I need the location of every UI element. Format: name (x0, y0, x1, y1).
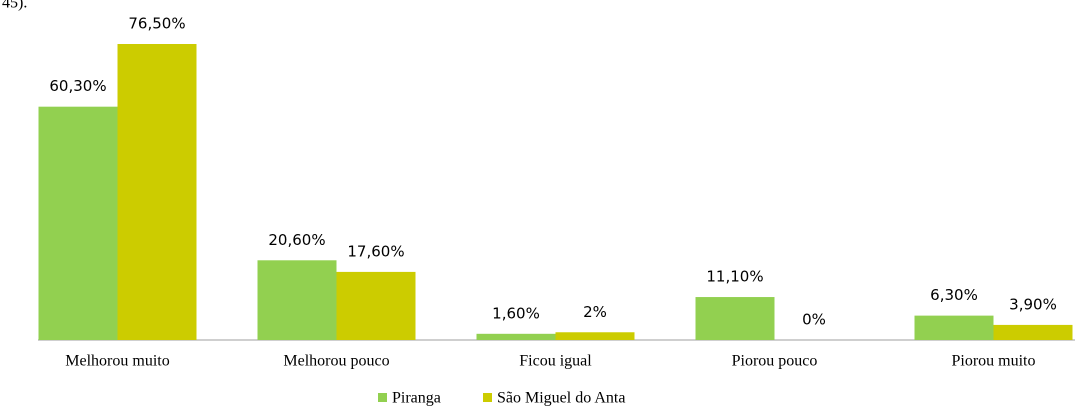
bar (336, 271, 416, 340)
value-label: 3,90% (1009, 295, 1057, 313)
bar (914, 315, 994, 340)
legend-label: São Miguel do Anta (497, 390, 625, 407)
legend-swatch (483, 393, 492, 402)
value-label: 76,50% (128, 15, 185, 33)
value-label: 11,10% (706, 268, 763, 286)
value-label: 20,60% (268, 231, 325, 249)
value-label: 2% (583, 303, 607, 321)
bar (476, 333, 556, 340)
bar (695, 297, 775, 340)
bar (117, 44, 197, 340)
bar (555, 332, 635, 340)
x-tick-label: Ficou igual (519, 353, 592, 370)
value-label: 1,60% (492, 304, 540, 322)
bar (38, 106, 118, 341)
bar (257, 260, 337, 340)
value-label: 0% (802, 311, 826, 329)
value-label: 17,60% (347, 242, 404, 260)
x-tick-label: Piorou muito (951, 353, 1035, 370)
value-label: 6,30% (930, 286, 978, 304)
x-tick-label: Melhorou muito (65, 353, 169, 370)
legend-label: Piranga (392, 390, 441, 407)
x-tick-label: Melhorou pouco (283, 353, 389, 370)
legend-swatch (378, 393, 387, 402)
note: 45). (2, 0, 27, 12)
value-label: 60,30% (49, 77, 106, 95)
x-tick-label: Piorou pouco (732, 353, 818, 370)
bar (993, 324, 1073, 340)
